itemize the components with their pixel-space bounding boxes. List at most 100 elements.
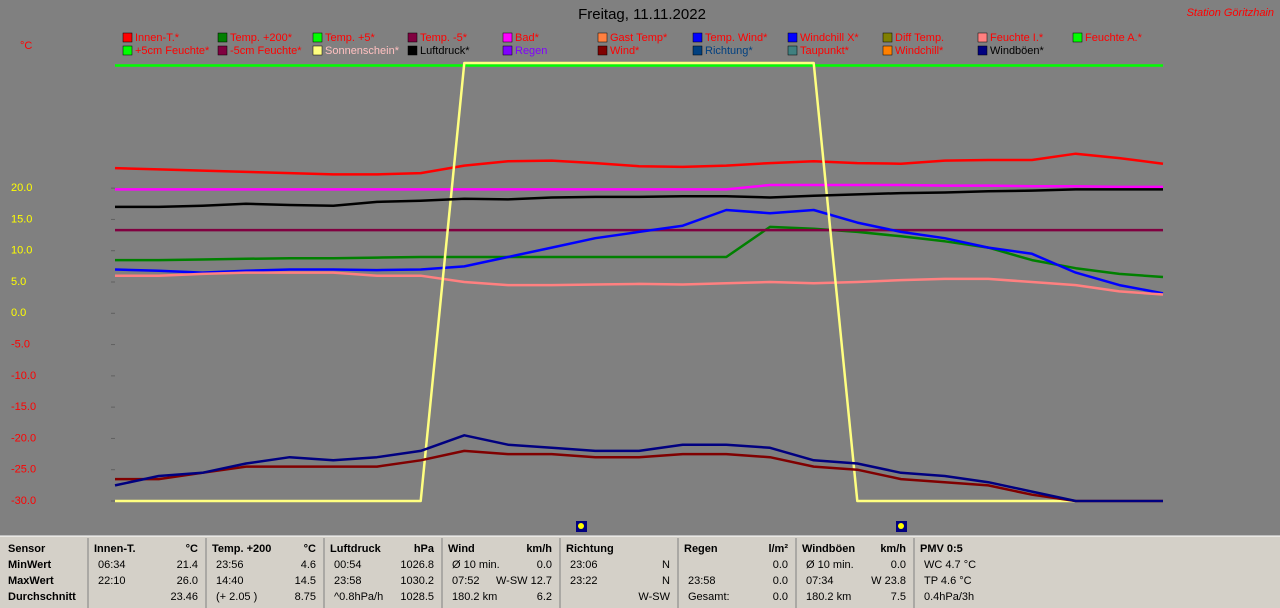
cell-value: W 23.8: [871, 575, 906, 587]
cell-time: TP 4.6 °C: [924, 575, 972, 587]
group-unit: °C: [304, 543, 316, 555]
group-unit: l/m²: [768, 543, 788, 555]
y-tick-label: 20.0: [11, 182, 32, 194]
legend-label: Sonnenschein*: [325, 45, 400, 57]
cell-value: N: [662, 575, 670, 587]
legend-label: Temp. Wind*: [705, 32, 768, 44]
group-header: Temp. +200: [212, 543, 271, 555]
station-name: Station Göritzhain: [1187, 7, 1274, 19]
series-line: [115, 188, 1163, 209]
cell-time: 180.2 km: [806, 591, 851, 603]
cell-value: W-SW 12.7: [496, 575, 552, 587]
cell-value: 1026.8: [400, 559, 434, 571]
cell-value: 23.46: [170, 591, 198, 603]
legend-swatch: [312, 45, 323, 56]
group-unit: km/h: [526, 543, 552, 555]
legend-label: Feuchte A.*: [1085, 32, 1143, 44]
legend-swatch: [1072, 32, 1083, 43]
group-header: Wind: [448, 543, 475, 555]
cell-time: 0.4hPa/3h: [924, 591, 974, 603]
cell-value: 1028.5: [400, 591, 434, 603]
cell-value: 0.0: [891, 559, 906, 571]
cell-value: 0.0: [773, 591, 788, 603]
cell-time: 23:58: [334, 575, 362, 587]
cell-time: 14:40: [216, 575, 244, 587]
legend-swatch: [502, 45, 513, 56]
y-tick-label: -30.0: [11, 495, 36, 507]
cell-value: 6.2: [537, 591, 552, 603]
legend-label: +5cm Feuchte*: [135, 45, 210, 57]
series-line: [115, 61, 1163, 503]
table-panel: [0, 536, 1280, 608]
y-tick-label: -5.0: [11, 338, 30, 350]
y-tick-label: -10.0: [11, 370, 36, 382]
legend-swatch: [597, 32, 608, 43]
cell-time: ^0.8hPa/h: [334, 591, 383, 603]
series-line: [115, 449, 1163, 503]
cell-value: 14.5: [295, 575, 316, 587]
y-tick-label: 0.0: [11, 307, 26, 319]
cell-value: 1030.2: [400, 575, 434, 587]
legend-label: Windchill X*: [800, 32, 859, 44]
y-tick-label: 10.0: [11, 245, 32, 257]
cell-time: 07:34: [806, 575, 834, 587]
group-header: Luftdruck: [330, 543, 382, 555]
legend-swatch: [692, 45, 703, 56]
y-tick-label: -15.0: [11, 401, 36, 413]
legend-swatch: [787, 45, 798, 56]
cell-value: 7.5: [891, 591, 906, 603]
cell-value: 0.0: [537, 559, 552, 571]
cell-time: 23:22: [570, 575, 598, 587]
legend-label: Luftdruck*: [420, 45, 470, 57]
cell-time: 23:56: [216, 559, 244, 571]
row-label: MaxWert: [8, 575, 54, 587]
series-line: [114, 208, 1164, 295]
cell-time: 22:10: [98, 575, 126, 587]
legend-label: Bad*: [515, 32, 540, 44]
legend-label: Windböen*: [990, 45, 1045, 57]
group-unit: km/h: [880, 543, 906, 555]
group-header: Windböen: [802, 543, 855, 555]
legend-swatch: [977, 32, 988, 43]
row-label: MinWert: [8, 559, 52, 571]
legend-swatch: [407, 45, 418, 56]
group-unit: °C: [186, 543, 198, 555]
cell-time: 00:54: [334, 559, 362, 571]
legend-swatch: [122, 32, 133, 43]
legend-swatch: [787, 32, 798, 43]
legend-label: Temp. +5*: [325, 32, 376, 44]
legend-label: Feuchte I.*: [990, 32, 1044, 44]
cell-time: 07:52: [452, 575, 480, 587]
moon-icon: [896, 521, 907, 532]
group-header: Regen: [684, 543, 718, 555]
moon-icon: [576, 521, 587, 532]
legend-label: Innen-T.*: [135, 32, 180, 44]
series-line: [114, 152, 1164, 176]
legend-label: Diff Temp.: [895, 32, 944, 44]
legend-label: Taupunkt*: [800, 45, 850, 57]
legend-swatch: [597, 45, 608, 56]
row-label: Sensor: [8, 543, 46, 555]
legend-swatch: [692, 32, 703, 43]
series-line: [115, 271, 1164, 296]
group-header: Innen-T.: [94, 543, 136, 555]
cell-time: 06:34: [98, 559, 126, 571]
legend-swatch: [502, 32, 513, 43]
group-header: PMV 0:5: [920, 543, 963, 555]
unit-label: °C: [20, 40, 32, 52]
legend-label: Wind*: [610, 45, 640, 57]
series-line: [114, 434, 1163, 503]
y-tick-label: -20.0: [11, 432, 36, 444]
cell-value: N: [662, 559, 670, 571]
cell-time: Gesamt:: [688, 591, 730, 603]
series-line: [115, 183, 1163, 191]
legend-swatch: [217, 32, 228, 43]
cell-time: WC 4.7 °C: [924, 559, 976, 571]
legend-swatch: [882, 45, 893, 56]
cell-value: 26.0: [177, 575, 198, 587]
y-tick-label: -25.0: [11, 464, 36, 476]
legend-swatch: [217, 45, 228, 56]
row-label: Durchschnitt: [8, 591, 76, 603]
cell-value: 0.0: [773, 575, 788, 587]
